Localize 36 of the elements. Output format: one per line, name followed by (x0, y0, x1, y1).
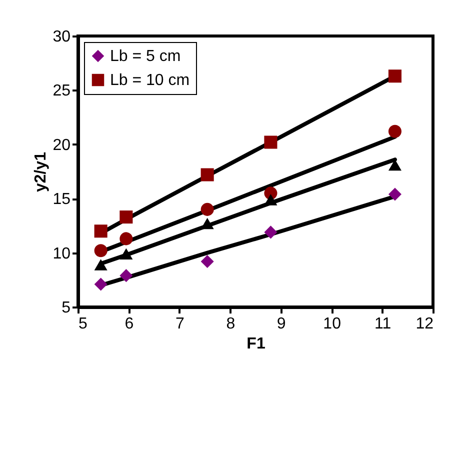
x-tick-label: 7 (175, 316, 184, 332)
point (264, 136, 278, 149)
y-tick-label: 25 (52, 82, 71, 100)
point (120, 210, 133, 224)
y-tick-label: 5 (62, 300, 71, 316)
y-axis-title: y2/y1 (32, 152, 50, 192)
x-tick-label: 9 (276, 316, 286, 332)
point (200, 202, 214, 216)
point (388, 124, 402, 138)
point (388, 188, 402, 201)
point (264, 226, 278, 239)
y-tick-label: 20 (52, 136, 71, 154)
x-tick-label: 8 (226, 316, 236, 332)
point (120, 248, 133, 260)
point (94, 244, 108, 258)
y-tick-label: 15 (52, 191, 71, 208)
point (388, 159, 402, 171)
x-tick-label: 10 (323, 316, 342, 332)
point (200, 168, 214, 182)
point (94, 224, 108, 238)
x-tick-label: 5 (78, 316, 88, 332)
x-axis-title: F1 (246, 336, 266, 352)
y-tick-label: 30 (52, 28, 71, 46)
y-tick-label: 10 (52, 245, 71, 262)
x-tick-label: 6 (124, 316, 134, 332)
point (94, 278, 108, 291)
x-tick-label: 12 (416, 316, 434, 332)
point (120, 269, 133, 282)
legend-label: Lb = 5 cm (110, 48, 181, 65)
point (200, 254, 214, 268)
x-tick-label: 11 (374, 316, 392, 332)
point (388, 70, 402, 83)
point (120, 232, 133, 246)
point (94, 259, 108, 270)
legend-label: Lb = 10 cm (110, 72, 190, 89)
point (264, 194, 278, 206)
